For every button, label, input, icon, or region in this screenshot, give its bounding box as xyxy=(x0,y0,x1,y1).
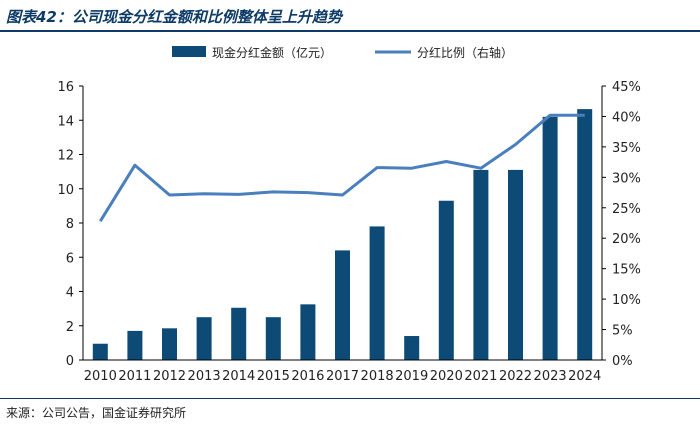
left-tick-label: 12 xyxy=(57,149,74,164)
chart-title: 图表42：公司现金分红金额和比例整体呈上升趋势 xyxy=(6,8,342,26)
x-tick-label: 2023 xyxy=(534,369,567,384)
bar xyxy=(196,317,212,360)
bar xyxy=(508,169,523,360)
bar xyxy=(438,200,454,360)
x-tick-label: 2019 xyxy=(395,369,428,384)
x-axis: 2010 2011 2012 2013 2014 2015 2016 2017 2018 2019… xyxy=(83,359,602,384)
title-divider xyxy=(0,30,700,32)
right-tick-label: 10% xyxy=(612,293,641,308)
right-axis: 0% 5% 10% 15% 20% 25% 30% 35% 40% 45% xyxy=(601,80,641,369)
bar xyxy=(542,116,558,360)
right-tick-label: 40% xyxy=(612,110,641,125)
bar xyxy=(473,169,489,360)
right-tick-label: 30% xyxy=(612,171,641,186)
bar xyxy=(300,304,316,360)
bar xyxy=(127,330,143,360)
x-tick-label: 2016 xyxy=(291,369,324,384)
right-tick-label: 45% xyxy=(612,80,641,95)
legend-bar-label: 现金分红金额（亿元） xyxy=(212,45,332,60)
right-tick-label: 20% xyxy=(612,232,641,247)
bar xyxy=(369,226,385,360)
x-tick-label: 2011 xyxy=(118,369,151,384)
left-tick-label: 8 xyxy=(66,217,74,232)
ratio-line xyxy=(99,113,585,222)
x-tick-label: 2024 xyxy=(568,369,601,384)
bar xyxy=(231,307,247,360)
footer-divider xyxy=(0,398,700,399)
x-tick-label: 2012 xyxy=(153,369,186,384)
x-tick-label: 2022 xyxy=(499,369,532,384)
right-tick-label: 35% xyxy=(612,141,641,156)
x-tick-label: 2021 xyxy=(464,369,497,384)
right-tick-label: 5% xyxy=(612,324,633,339)
left-tick-label: 2 xyxy=(66,320,74,335)
bar xyxy=(335,250,350,360)
left-tick-label: 16 xyxy=(57,80,74,95)
source-note: 来源：公司公告，国金证券研究所 xyxy=(6,406,187,420)
left-tick-label: 6 xyxy=(66,251,74,266)
bar xyxy=(92,343,108,360)
left-tick-label: 10 xyxy=(57,183,74,198)
legend-line-label: 分红比例（右轴） xyxy=(417,45,513,60)
left-tick-label: 0 xyxy=(66,354,74,369)
bar-series xyxy=(92,109,593,361)
x-tick-label: 2015 xyxy=(257,369,290,384)
chart-canvas: 0 2 4 6 8 10 12 14 16 0% 5% 10% 15% 20% 25% 30% 35% 40% 4… xyxy=(57,45,641,384)
x-tick-label: 2017 xyxy=(326,369,359,384)
bar xyxy=(162,328,177,360)
left-tick-label: 4 xyxy=(66,286,74,301)
right-tick-label: 15% xyxy=(612,263,641,278)
chart-legend: 现金分红金额（亿元） 分红比例（右轴） xyxy=(172,45,513,60)
x-tick-label: 2010 xyxy=(84,369,117,384)
bar xyxy=(577,109,593,361)
right-tick-label: 0% xyxy=(612,354,633,369)
bar xyxy=(265,317,281,360)
x-tick-label: 2018 xyxy=(361,369,394,384)
line-series xyxy=(99,113,585,222)
legend-bar-swatch xyxy=(172,46,206,57)
left-axis: 0 2 4 6 8 10 12 14 16 xyxy=(57,80,84,369)
bar xyxy=(404,336,420,360)
x-tick-label: 2020 xyxy=(430,369,463,384)
left-tick-label: 14 xyxy=(57,114,74,129)
right-tick-label: 25% xyxy=(612,202,641,217)
x-tick-label: 2014 xyxy=(222,369,255,384)
x-tick-label: 2013 xyxy=(188,369,221,384)
